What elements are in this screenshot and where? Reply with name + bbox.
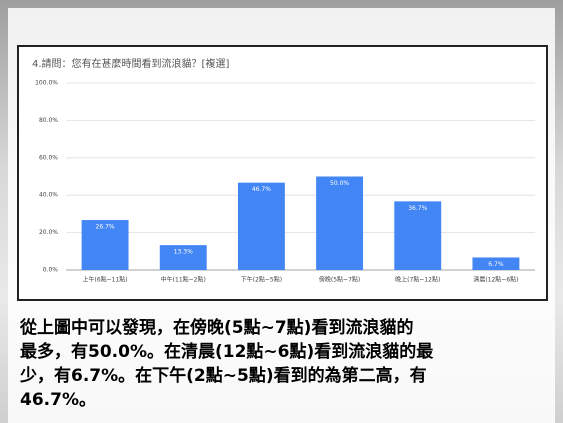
- y-tick-label: 40.0%: [39, 192, 58, 199]
- caption-line: 最多，有50.0%。在清晨(12點~6點)看到流浪貓的最: [20, 342, 434, 362]
- x-tick-label: 中午(11點~2點): [161, 276, 206, 284]
- value-label: 6.7%: [488, 261, 504, 268]
- caption-line: 46.7%。: [20, 390, 96, 410]
- x-tick-label: 清晨(12點~6點): [473, 276, 518, 284]
- x-tick-label: 上午(6點~11點): [82, 276, 127, 284]
- bar: [472, 257, 520, 270]
- value-label: 13.3%: [174, 249, 193, 256]
- caption-line: 從上圖中可以發現，在傍晚(5點~7點)看到流浪貓的: [20, 318, 414, 338]
- y-tick-label: 80.0%: [39, 117, 58, 124]
- bar: [81, 220, 129, 270]
- bar: [237, 182, 285, 270]
- bar: [394, 201, 442, 270]
- x-tick-label: 傍晚(5點~7點): [319, 276, 360, 284]
- x-tick-label: 晚上(7點~12點): [395, 276, 440, 284]
- caption: 從上圖中可以發現，在傍晚(5點~7點)看到流浪貓的 最多，有50.0%。在清晨(1…: [20, 316, 550, 412]
- y-tick-label: 0.0%: [43, 267, 59, 274]
- value-label: 46.7%: [252, 186, 271, 193]
- value-label: 26.7%: [96, 224, 115, 231]
- bar: [316, 176, 364, 270]
- x-tick-label: 下午(2點~5點): [241, 276, 282, 284]
- value-label: 36.7%: [408, 205, 427, 212]
- caption-line: 少，有6.7%。在下午(2點~5點)看到的為第二高，有: [20, 366, 427, 386]
- chart-title: 4.請問：您有在甚麼時間看到流浪貓？[複選]: [32, 57, 229, 70]
- y-tick-label: 20.0%: [39, 229, 58, 236]
- y-tick-label: 60.0%: [39, 154, 58, 161]
- y-tick-label: 100.0%: [35, 80, 58, 87]
- value-label: 50.0%: [330, 180, 349, 187]
- bar: [159, 245, 207, 270]
